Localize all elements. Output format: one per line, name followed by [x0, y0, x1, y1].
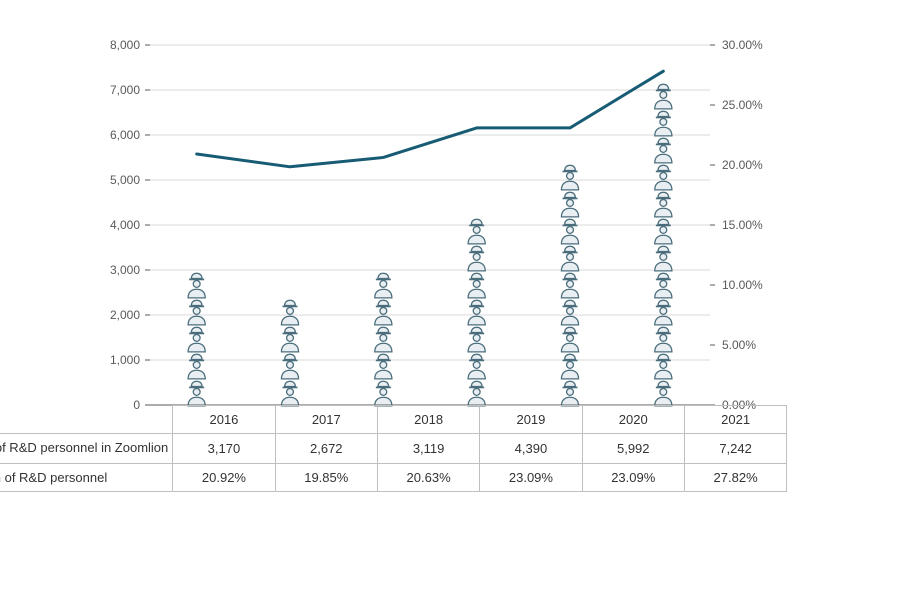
legend-proportion-label: Proportion of R&D personnel	[0, 470, 107, 485]
personnel-cell: 5,992	[582, 434, 684, 464]
pictogram-icon	[468, 246, 485, 271]
pictogram-icon	[188, 381, 205, 406]
pictogram-icon	[468, 381, 485, 406]
pictogram-icon	[188, 327, 205, 352]
pictogram-icon	[375, 354, 392, 379]
pictogram-icon	[561, 381, 578, 406]
pictogram-icon	[561, 192, 578, 217]
y-left-tick-label: 8,000	[110, 38, 140, 52]
year-header: 2021	[684, 406, 786, 434]
pictogram-icon	[561, 165, 578, 190]
year-header: 2017	[275, 406, 377, 434]
pictogram-icon	[655, 246, 672, 271]
pictogram-icon	[468, 273, 485, 298]
pictogram-icon	[655, 84, 672, 109]
pictogram-icon	[561, 327, 578, 352]
pictogram-icon	[281, 354, 298, 379]
personnel-cell: 3,119	[377, 434, 479, 464]
y-left-tick-label: 6,000	[110, 128, 140, 142]
legend-personnel-label: Number of R&D personnel in Zoomlion	[0, 440, 168, 455]
pictogram-icon	[468, 327, 485, 352]
pictogram-icon	[561, 246, 578, 271]
y-left-tick-label: 3,000	[110, 263, 140, 277]
pictogram-icon	[655, 192, 672, 217]
proportion-cell: 23.09%	[582, 463, 684, 491]
legend-personnel: Number of R&D personnel in Zoomlion	[0, 434, 173, 464]
year-header: 2016	[173, 406, 275, 434]
y-left-tick-label: 5,000	[110, 173, 140, 187]
pictogram-icon-partial	[375, 246, 392, 271]
pictogram-icon	[561, 300, 578, 325]
pictogram-icon	[655, 111, 672, 136]
y-left-tick-label: 1,000	[110, 353, 140, 367]
y-left-tick-label: 4,000	[110, 218, 140, 232]
pictogram-icon	[468, 354, 485, 379]
pictogram-icon	[188, 300, 205, 325]
year-header: 2018	[377, 406, 479, 434]
data-table: 201620172018201920202021 Number of R&D pe…	[0, 405, 787, 492]
chart-svg: 01,0002,0003,0004,0005,0006,0007,0008,00…	[60, 25, 840, 575]
pictogram-icon	[561, 219, 578, 244]
pictogram-icon	[188, 354, 205, 379]
y-right-tick-label: 15.00%	[722, 218, 763, 232]
pictogram-icon	[655, 327, 672, 352]
pictogram-icon	[655, 273, 672, 298]
pictogram-icon	[655, 381, 672, 406]
pictogram-icon	[655, 354, 672, 379]
pictogram-icon	[468, 300, 485, 325]
proportion-cell: 20.92%	[173, 463, 275, 491]
pictogram-icon-partial	[188, 246, 205, 271]
y-right-tick-label: 20.00%	[722, 158, 763, 172]
pictogram-icon-partial	[655, 57, 672, 82]
legend-proportion: Proportion of R&D personnel	[0, 463, 173, 491]
pictogram-icon	[655, 219, 672, 244]
personnel-cell: 3,170	[173, 434, 275, 464]
proportion-cell: 23.09%	[480, 463, 582, 491]
personnel-cell: 7,242	[684, 434, 786, 464]
pictogram-icon-partial	[468, 192, 485, 217]
y-right-tick-label: 10.00%	[722, 278, 763, 292]
pictogram-icon	[281, 381, 298, 406]
pictogram-icon-partial	[281, 273, 298, 298]
pictogram-icon	[468, 219, 485, 244]
year-header: 2019	[480, 406, 582, 434]
year-header: 2020	[582, 406, 684, 434]
pictogram-icon	[655, 300, 672, 325]
pictogram-icon	[188, 273, 205, 298]
pictogram-icon	[561, 354, 578, 379]
pictogram-icon	[375, 327, 392, 352]
y-right-tick-label: 5.00%	[722, 338, 756, 352]
legend-spacer-cell	[0, 406, 173, 434]
personnel-cell: 4,390	[480, 434, 582, 464]
pictogram-icon	[281, 327, 298, 352]
proportion-cell: 19.85%	[275, 463, 377, 491]
pictogram-icon	[561, 273, 578, 298]
y-right-tick-label: 30.00%	[722, 38, 763, 52]
personnel-cell: 2,672	[275, 434, 377, 464]
pictogram-icon	[655, 138, 672, 163]
pictogram-icon	[375, 381, 392, 406]
pictogram-icon	[655, 165, 672, 190]
chart-container: 01,0002,0003,0004,0005,0006,0007,0008,00…	[60, 25, 840, 575]
proportion-line	[197, 71, 664, 167]
pictogram-icon-partial	[561, 138, 578, 163]
pictogram-icon	[375, 300, 392, 325]
y-right-tick-label: 25.00%	[722, 98, 763, 112]
pictogram-icon	[375, 273, 392, 298]
pictogram-icon	[281, 300, 298, 325]
y-left-tick-label: 7,000	[110, 83, 140, 97]
y-left-tick-label: 2,000	[110, 308, 140, 322]
proportion-cell: 27.82%	[684, 463, 786, 491]
proportion-cell: 20.63%	[377, 463, 479, 491]
